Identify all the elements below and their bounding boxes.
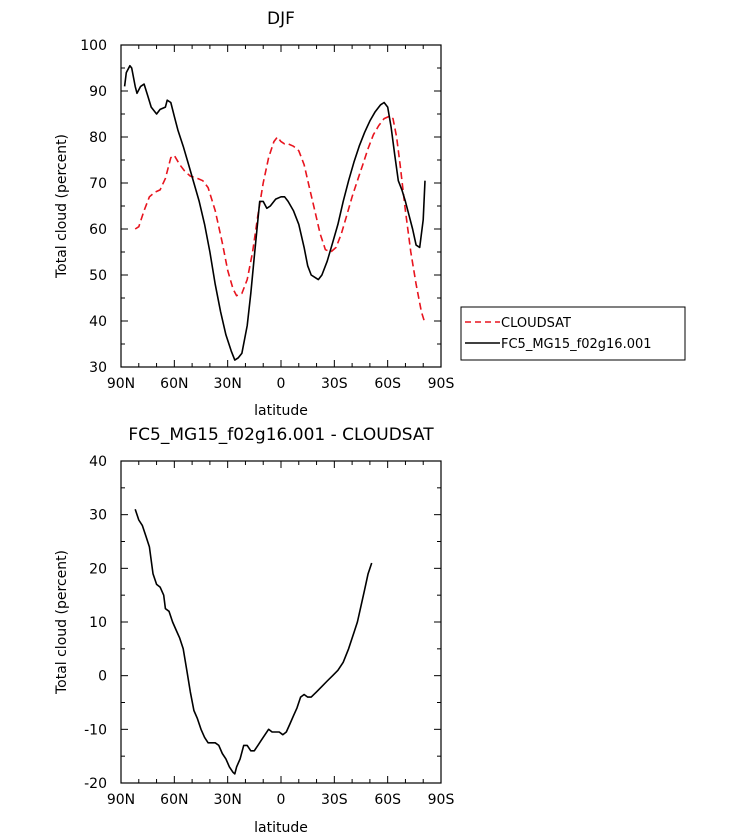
y-tick-label: 40 — [89, 454, 107, 470]
y-tick-label: 10 — [89, 615, 107, 631]
y-tick-label: 30 — [89, 508, 107, 524]
x-tick-label: 60N — [160, 376, 188, 392]
x-tick-label: 60S — [374, 792, 401, 808]
y-tick-label: -20 — [84, 776, 107, 792]
legend-box — [460, 306, 686, 361]
y-tick-label: 100 — [80, 38, 107, 54]
x-tick-label: 30N — [214, 376, 242, 392]
x-tick-label: 90N — [107, 376, 135, 392]
x-tick-label: 90N — [107, 792, 135, 808]
chart-difference: FC5_MG15_f02g16.001 - CLOUDSAT 90N 60N 30N… — [54, 425, 454, 836]
y-tick-label: 60 — [89, 222, 107, 238]
legend-label-model: FC5_MG15_f02g16.001 — [501, 337, 652, 352]
y-axis-label: Total cloud (percent) — [54, 550, 70, 695]
y-tick-label: 50 — [89, 268, 107, 284]
y-tick-label: 0 — [98, 669, 107, 685]
legend-label-cloudsat: CLOUDSAT — [501, 316, 571, 331]
series-line-0 — [134, 509, 373, 775]
legend: CLOUDSAT FC5_MG15_f02g16.001 — [460, 306, 686, 361]
series-line-1 — [123, 64, 426, 361]
x-tick-label: 30S — [321, 792, 348, 808]
y-tick-label: 90 — [89, 84, 107, 100]
y-tick-label: -10 — [84, 722, 107, 738]
y-tick-label: 70 — [89, 176, 107, 192]
x-tick-label: 60N — [160, 792, 188, 808]
x-tick-label: 30N — [214, 792, 242, 808]
x-axis-label: latitude — [254, 820, 308, 836]
y-tick-label: 30 — [89, 360, 107, 376]
x-tick-label: 0 — [277, 376, 286, 392]
x-tick-label: 90S — [428, 792, 455, 808]
y-axis-label: Total cloud (percent) — [54, 134, 70, 279]
y-tick-label: 40 — [89, 314, 107, 330]
y-tick-label: 80 — [89, 130, 107, 146]
chart-djf: DJF 90N 60N 30N 0 30S 60S 90S 30 40 50 60 70 80 90 100… — [54, 9, 686, 419]
x-tick-label: 60S — [374, 376, 401, 392]
x-tick-label: 0 — [277, 792, 286, 808]
chart-title: DJF — [267, 9, 295, 29]
x-tick-label: 30S — [321, 376, 348, 392]
plot-frame — [120, 44, 442, 368]
y-tick-label: 20 — [89, 561, 107, 577]
series-line-0 — [134, 115, 426, 324]
plot-frame — [120, 460, 442, 784]
chart-title: FC5_MG15_f02g16.001 - CLOUDSAT — [128, 425, 434, 445]
x-axis-label: latitude — [254, 403, 308, 419]
x-tick-label: 90S — [428, 376, 455, 392]
